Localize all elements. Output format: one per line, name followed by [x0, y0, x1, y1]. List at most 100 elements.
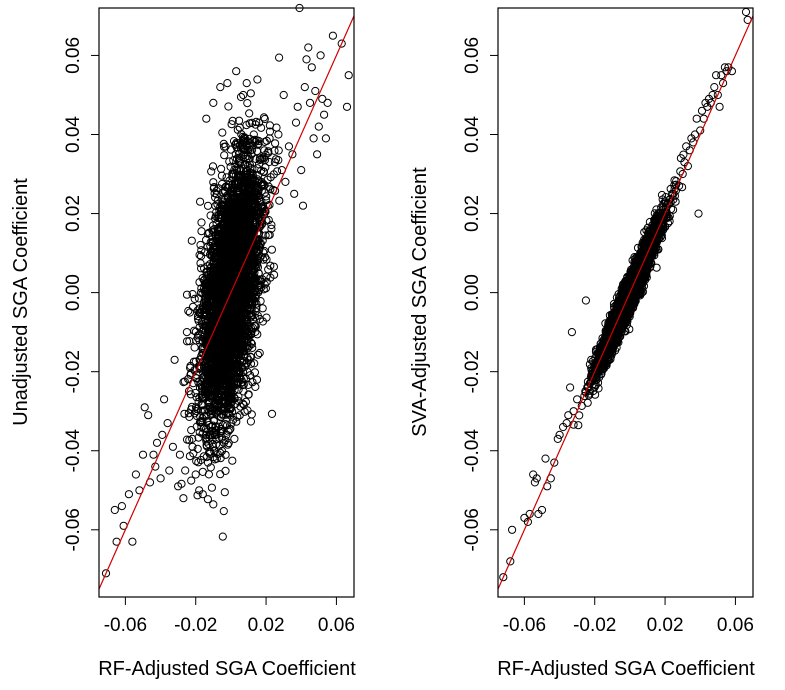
- data-point: [275, 53, 284, 62]
- data-point: [204, 470, 213, 479]
- data-point: [290, 189, 299, 198]
- x-tick-label: 0.06: [318, 615, 355, 636]
- data-point: [262, 136, 271, 145]
- data-point: [219, 507, 228, 516]
- data-point: [314, 122, 323, 131]
- data-point: [128, 537, 137, 546]
- data-point: [149, 450, 158, 459]
- data-point: [184, 306, 193, 316]
- data-point: [218, 128, 227, 137]
- data-point: [179, 494, 188, 503]
- data-point: [140, 403, 149, 412]
- data-point: [320, 110, 329, 119]
- data-point: [223, 79, 232, 88]
- data-point: [207, 483, 216, 492]
- data-point: [163, 419, 172, 428]
- data-point: [342, 102, 352, 111]
- data-point: [272, 123, 281, 132]
- data-point: [291, 118, 301, 127]
- data-point: [323, 98, 332, 108]
- data-point: [344, 71, 353, 80]
- data-point: [304, 43, 313, 52]
- panel-unadjusted-y-ticks: -0.06-0.04-0.020.000.020.040.06: [63, 37, 99, 551]
- data-point: [124, 490, 133, 499]
- data-point: [158, 430, 167, 439]
- y-tick-label: 0.04: [63, 116, 84, 153]
- data-point: [243, 99, 252, 108]
- panel-unadjusted-y-title: Unadjusted SGA Coefficient: [10, 178, 32, 426]
- data-point: [293, 102, 302, 111]
- data-point: [228, 456, 237, 465]
- data-point: [243, 137, 252, 146]
- data-point: [274, 130, 283, 139]
- data-point: [298, 201, 308, 210]
- data-point: [232, 67, 241, 76]
- data-point: [267, 409, 277, 418]
- data-point: [297, 166, 306, 175]
- data-point: [271, 139, 280, 148]
- data-point: [246, 417, 255, 426]
- data-point: [170, 355, 179, 364]
- data-point: [196, 240, 205, 250]
- data-point: [253, 350, 263, 359]
- data-point: [309, 134, 318, 143]
- data-point: [185, 308, 194, 317]
- data-point: [117, 502, 127, 511]
- data-point: [184, 409, 193, 418]
- data-point: [253, 75, 262, 84]
- data-point: [279, 90, 288, 100]
- data-point: [328, 31, 337, 40]
- data-point: [220, 151, 229, 160]
- data-point: [246, 359, 256, 368]
- data-point: [255, 348, 264, 358]
- data-point: [192, 457, 201, 466]
- data-point: [313, 150, 322, 159]
- panel-unadjusted-x-title: RF-Adjusted SGA Coefficient: [98, 658, 356, 680]
- data-point: [236, 92, 246, 102]
- data-point: [245, 109, 254, 118]
- data-point: [267, 245, 276, 254]
- data-point: [230, 434, 239, 443]
- data-point: [152, 438, 162, 447]
- data-point: [260, 114, 269, 124]
- data-point: [197, 218, 206, 227]
- y-tick-label: -0.06: [63, 508, 84, 551]
- data-point: [220, 488, 229, 497]
- y-tick-label: 0.02: [63, 195, 84, 232]
- data-point: [190, 294, 199, 303]
- data-point: [248, 378, 257, 387]
- data-point: [321, 134, 330, 143]
- data-point: [281, 177, 290, 186]
- panel-unadjusted-reference-line: [98, 15, 355, 590]
- data-point: [186, 390, 195, 399]
- data-point: [307, 63, 316, 72]
- data-point: [242, 79, 251, 88]
- panel-sva-adjusted: -0.06 -0.02 0.02 0.06 -0.06-0.04-0.020.000.…: [409, 7, 755, 680]
- data-point: [187, 426, 196, 435]
- data-point: [191, 470, 200, 479]
- x-tick-label: -0.02: [174, 615, 217, 636]
- data-point: [110, 505, 119, 515]
- data-point: [190, 343, 199, 352]
- data-point: [246, 89, 255, 98]
- data-point: [316, 51, 325, 60]
- data-point: [138, 450, 148, 459]
- data-point: [209, 500, 218, 509]
- panel-unadjusted-points: [101, 3, 353, 578]
- data-point: [156, 474, 165, 483]
- data-point: [284, 142, 293, 151]
- data-point: [208, 162, 218, 171]
- data-point: [235, 411, 244, 420]
- data-point: [175, 450, 184, 459]
- data-point: [160, 395, 169, 404]
- data-point: [311, 86, 320, 96]
- y-tick-label: -0.04: [63, 429, 84, 473]
- data-point: [224, 102, 233, 111]
- x-tick-label: 0.02: [248, 615, 285, 636]
- y-tick-label: 0.00: [63, 274, 84, 311]
- y-tick-label: -0.02: [63, 350, 84, 393]
- panel-unadjusted-x-ticks: -0.06 -0.02 0.02 0.06: [104, 597, 355, 636]
- data-point: [181, 466, 190, 475]
- data-point: [227, 120, 236, 129]
